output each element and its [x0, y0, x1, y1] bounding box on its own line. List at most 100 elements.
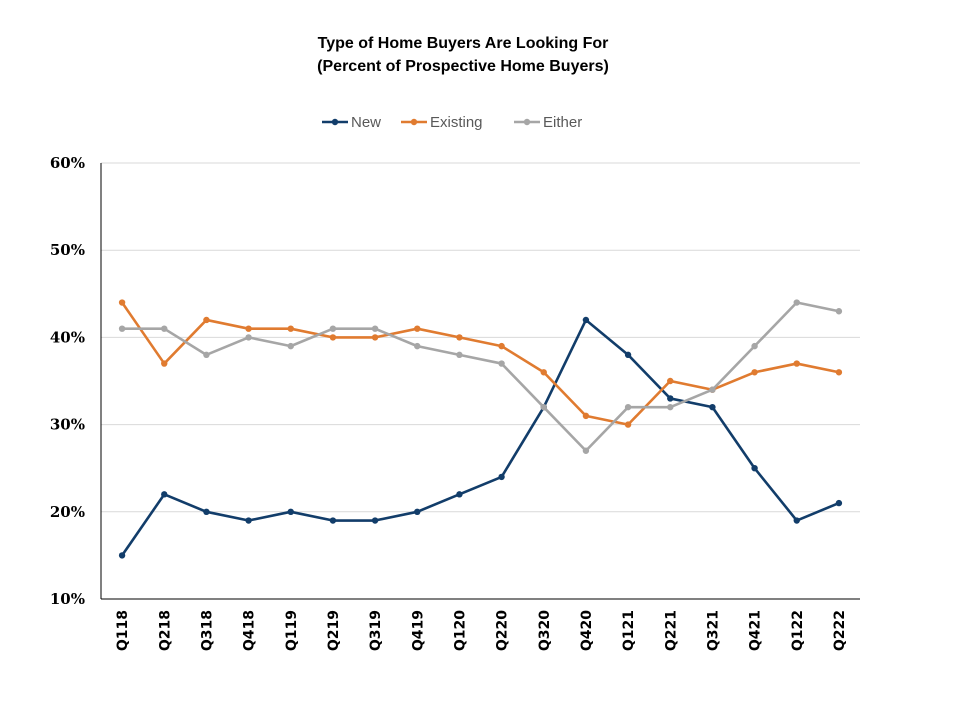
chart-series [118, 299, 843, 559]
data-point [709, 386, 716, 393]
chart-title-line-2: (Percent of Prospective Home Buyers) [317, 58, 609, 75]
data-point [329, 325, 337, 332]
series-existing [118, 299, 843, 428]
x-tick-label: Q418 [242, 610, 258, 651]
data-point [793, 299, 800, 306]
data-point [498, 342, 505, 350]
data-point [414, 342, 421, 350]
series-line [122, 301, 840, 453]
x-tick-label: Q122 [790, 610, 806, 651]
series-new [118, 316, 843, 559]
data-point [371, 517, 379, 524]
data-point [540, 369, 547, 376]
data-point [540, 403, 547, 411]
data-point [371, 325, 379, 332]
data-point [667, 377, 674, 385]
data-point [414, 508, 421, 515]
legend-swatch-marker [331, 118, 339, 126]
legend-label: Existing [430, 114, 483, 131]
legend-label: Either [543, 114, 582, 131]
data-point [582, 447, 590, 454]
data-point [751, 465, 758, 472]
data-point [456, 351, 463, 359]
data-point [793, 517, 800, 524]
data-point [835, 369, 843, 376]
data-point [245, 517, 252, 524]
legend-swatch-marker [410, 118, 418, 126]
data-point [118, 299, 126, 306]
legend-label: New [351, 114, 381, 131]
x-tick-label: Q121 [621, 610, 637, 651]
data-point [414, 325, 421, 332]
data-point [624, 351, 632, 359]
legend-item: Either [514, 114, 582, 131]
data-point [287, 508, 294, 515]
data-point [667, 403, 674, 411]
data-point [161, 325, 168, 332]
data-point [835, 308, 843, 315]
data-point [624, 421, 632, 428]
data-point [118, 552, 126, 559]
data-point [709, 403, 716, 411]
chart-gridlines [101, 162, 860, 513]
data-point [498, 360, 505, 367]
legend-item: New [322, 114, 381, 131]
y-tick-label: 30% [50, 416, 85, 434]
data-point [793, 360, 800, 367]
x-tick-label: Q318 [199, 610, 215, 651]
data-point [287, 342, 294, 350]
data-point [118, 325, 126, 332]
x-tick-label: Q320 [537, 610, 553, 651]
data-point [456, 334, 463, 341]
data-point [161, 360, 168, 367]
y-tick-label: 10% [50, 590, 85, 608]
chart-axes [100, 163, 860, 600]
x-tick-label: Q218 [157, 610, 173, 651]
x-tick-label: Q120 [452, 610, 468, 651]
data-point [835, 499, 843, 507]
series-line [121, 318, 840, 557]
data-point [582, 412, 590, 420]
data-point [329, 334, 337, 341]
data-point [203, 351, 210, 359]
chart-title-line-1: Type of Home Buyers Are Looking For [318, 35, 609, 52]
y-tick-label: 20% [50, 503, 85, 521]
legend-swatch-marker [523, 118, 531, 126]
y-tick-label: 50% [50, 241, 85, 259]
data-point [287, 325, 294, 332]
data-point [203, 508, 210, 515]
x-tick-label: Q221 [663, 610, 679, 651]
x-axis-tick-labels: Q118 Q218 Q318 Q418 Q119 Q219 Q319 Q419 Q120 Q220… [115, 610, 848, 651]
data-point [498, 473, 505, 481]
data-point [245, 325, 252, 332]
y-tick-label: 60% [50, 154, 85, 172]
data-point [161, 491, 168, 498]
data-point [329, 517, 337, 524]
data-point [456, 491, 463, 498]
x-tick-label: Q118 [115, 610, 131, 651]
data-point [582, 316, 590, 324]
data-point [245, 334, 252, 341]
y-axis-tick-labels: 10% 20% 30% 40% 50% 60% [50, 154, 85, 608]
x-tick-label: Q421 [748, 610, 764, 651]
data-point [751, 342, 758, 350]
series-line [121, 301, 840, 426]
data-point [667, 395, 674, 402]
x-tick-label: Q222 [832, 610, 848, 651]
chart-legend: New Existing Either [322, 114, 582, 131]
x-tick-label: Q321 [705, 610, 721, 651]
legend-item: Existing [401, 114, 483, 131]
data-point [624, 403, 632, 411]
data-point [371, 334, 379, 341]
series-either [118, 299, 843, 454]
x-tick-label: Q419 [410, 610, 426, 651]
x-tick-label: Q420 [579, 610, 595, 651]
x-tick-label: Q219 [326, 610, 342, 651]
y-tick-label: 40% [50, 328, 85, 346]
data-point [203, 316, 210, 324]
x-tick-label: Q220 [495, 610, 511, 651]
x-tick-label: Q319 [368, 610, 384, 651]
data-point [751, 369, 758, 376]
x-tick-label: Q119 [284, 610, 300, 651]
